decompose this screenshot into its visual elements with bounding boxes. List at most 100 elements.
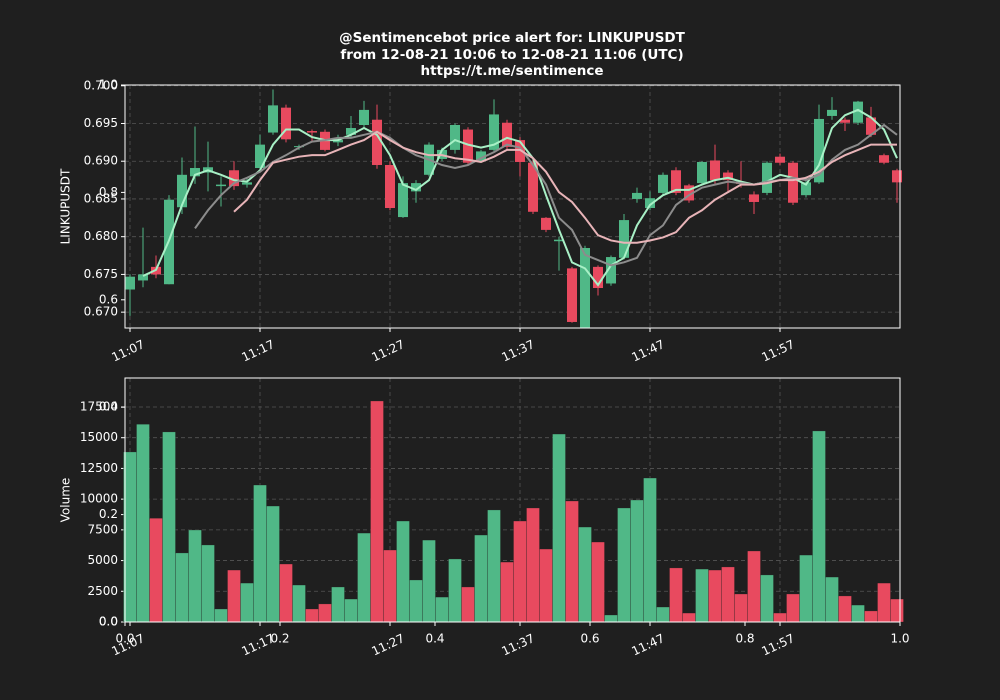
volume-bar	[305, 608, 319, 623]
candle-body	[138, 274, 148, 281]
y-tick-label: 5000	[87, 553, 118, 567]
candle-body	[697, 161, 707, 184]
volume-bar	[825, 576, 839, 623]
volume-bar	[539, 548, 553, 623]
volume-bar	[695, 568, 709, 623]
candle-body	[411, 183, 421, 192]
chart-subtitle: from 12-08-21 10:06 to 12-08-21 11:06 (U…	[340, 47, 683, 63]
volume-bar	[838, 595, 852, 623]
y-tick-label: 0.2	[99, 507, 118, 521]
volume-bar	[799, 554, 813, 623]
volume-bar	[513, 520, 527, 623]
volume-bar	[747, 550, 761, 623]
candle-body	[645, 198, 655, 209]
candle-body	[372, 119, 382, 165]
y-tick-label: 7500	[87, 522, 118, 536]
y-tick-label: 10000	[80, 492, 118, 506]
volume-bar	[318, 603, 332, 623]
candle-body	[801, 182, 811, 196]
volume-bar	[487, 509, 501, 623]
y-tick-label: 0.670	[84, 305, 118, 319]
candle-body	[229, 170, 239, 187]
volume-bar	[851, 604, 865, 623]
y-tick-label: 0.680	[84, 229, 118, 243]
volume-bar	[331, 586, 345, 623]
candle-body	[866, 117, 876, 135]
volume-bar	[370, 400, 384, 623]
y-tick-label: 17500	[80, 399, 118, 413]
candle-body	[190, 168, 200, 177]
x-tick-label: 0.0	[115, 632, 134, 646]
candle-body	[268, 105, 278, 133]
candle-body	[775, 156, 785, 163]
volume-bar	[357, 532, 371, 623]
y-tick-label: 0.4	[99, 400, 118, 414]
candle-body	[255, 144, 265, 169]
volume-bar	[877, 582, 891, 623]
candle-body	[658, 174, 668, 193]
volume-bar	[175, 552, 189, 623]
candle-body	[827, 109, 837, 116]
candle-body	[723, 172, 733, 181]
candle-body	[346, 128, 356, 135]
chart-link: https://t.me/sentimence	[420, 63, 603, 79]
candle-body	[840, 119, 850, 123]
volume-bar	[565, 500, 579, 623]
y-tick-label: 0.6	[99, 292, 118, 306]
candle-body	[450, 124, 460, 150]
volume-bar	[461, 586, 475, 623]
candle-body	[814, 118, 824, 183]
volume-bar	[279, 563, 293, 623]
candle-body	[710, 160, 720, 181]
volume-bar	[201, 544, 215, 623]
volume-bar	[552, 433, 566, 623]
volume-bar	[682, 612, 696, 623]
volume-bar	[292, 584, 306, 623]
axes-frame	[124, 377, 901, 623]
volume-bar	[266, 505, 280, 623]
candle-body	[502, 122, 512, 147]
y-tick-label: 2500	[87, 584, 118, 598]
volume-bar	[643, 477, 657, 623]
volume-bar	[812, 430, 826, 623]
candle-body	[619, 220, 629, 258]
candle-body	[125, 276, 135, 290]
volume-bar	[253, 484, 267, 623]
volume-bar	[227, 569, 241, 623]
candle-body	[541, 217, 551, 230]
volume-bar	[383, 549, 397, 623]
candle-body	[476, 151, 486, 162]
candle-body	[788, 162, 798, 203]
y-tick-label: 0.685	[84, 191, 118, 205]
volume-bar	[578, 526, 592, 623]
y-tick-label: 15000	[80, 430, 118, 444]
y-tick-label: 0.695	[84, 116, 118, 130]
moving-average-line	[142, 108, 898, 287]
candle-body	[528, 162, 538, 212]
volume-bar	[214, 608, 228, 623]
volume-bar	[240, 582, 254, 623]
candle-body	[242, 182, 252, 185]
candle-body	[177, 174, 187, 208]
volume-bar	[136, 424, 150, 623]
volume-bar	[656, 606, 670, 623]
y-axis-label: Volume	[59, 478, 73, 523]
candle-body	[359, 109, 369, 125]
y-axis-label: LINKUPUSDT	[59, 168, 73, 244]
candle-body	[580, 248, 590, 328]
candle-body	[307, 131, 317, 133]
x-tick-label: 0.6	[580, 632, 599, 646]
candle-body	[489, 114, 499, 150]
x-tick-label: 0.2	[270, 632, 289, 646]
candle-body	[684, 185, 694, 201]
volume-bar	[435, 596, 449, 623]
candle-body	[632, 192, 642, 199]
volume-bar	[786, 593, 800, 623]
volume-bar	[591, 541, 605, 623]
x-tick-label: 0.4	[425, 632, 444, 646]
volume-bar	[344, 598, 358, 623]
y-tick-label: 12500	[80, 461, 118, 475]
volume-bar	[162, 431, 176, 623]
volume-bar	[149, 518, 163, 623]
